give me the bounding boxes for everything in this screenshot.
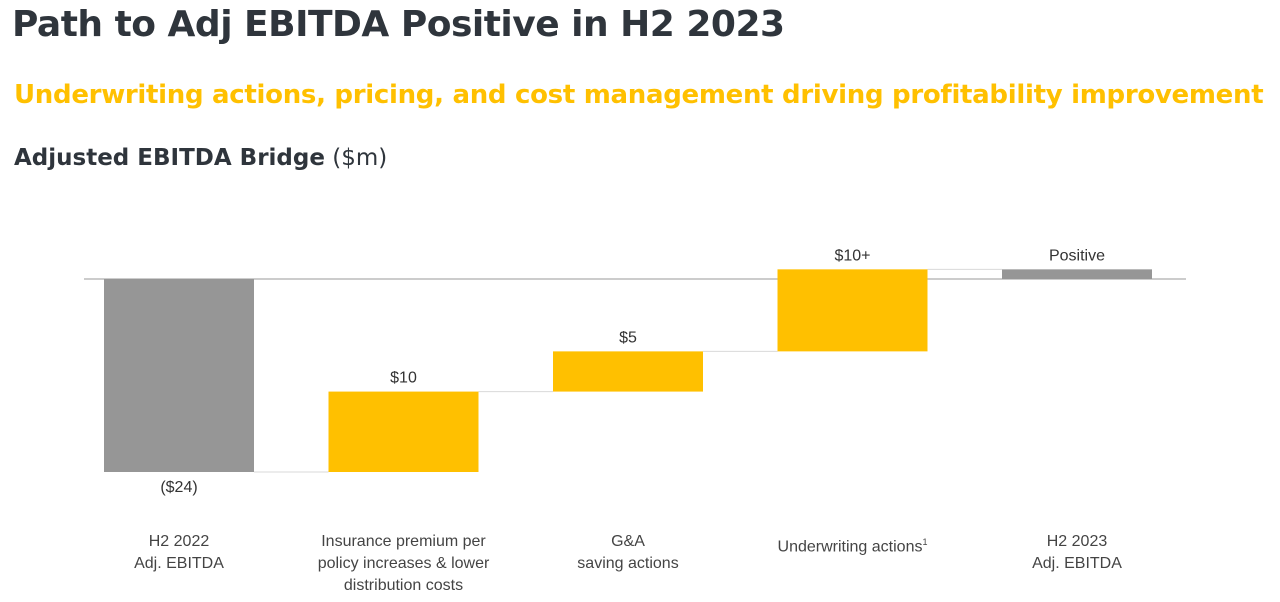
bar-value-label: Positive [1049,247,1105,264]
category-label-line: Underwriting actions [777,538,923,556]
footnote-marker: 1 [922,537,928,547]
bar-4 [1002,269,1152,279]
bar-0 [104,279,254,472]
bar-2 [553,351,703,392]
category-label-line: saving actions [577,555,679,572]
bar-value-label: $10+ [834,247,870,264]
category-label-line: Insurance premium per [321,533,486,550]
category-label-line: G&A [611,533,645,550]
page-title: Path to Adj EBITDA Positive in H2 2023 [12,4,785,45]
category-label: Insurance premium per policy increases & … [284,531,524,597]
bar-value-label: $5 [619,329,637,346]
category-label-line: Adj. EBITDA [1032,555,1122,572]
bar-3 [777,269,928,352]
chart-title: Adjusted EBITDA Bridge [14,145,325,171]
category-label: Underwriting actions1 [733,531,973,558]
category-label: H2 2022 Adj. EBITDA [59,531,299,575]
category-label-line: H2 2023 [1046,533,1108,550]
bar-value-label: $10 [390,370,417,387]
category-label-line: Adj. EBITDA [134,555,224,572]
category-label: G&A saving actions [508,531,748,575]
chart-unit: ($m) [332,145,388,171]
category-label-line: policy increases & lower [317,555,490,572]
page-subtitle: Underwriting actions, pricing, and cost … [14,80,1264,110]
category-label-line: H2 2022 [148,533,210,550]
bar-value-label: ($24) [160,479,197,496]
category-label-line: distribution costs [343,577,464,594]
bar-1 [328,391,479,472]
chart-heading: Adjusted EBITDA Bridge ($m) [14,145,387,171]
category-label: H2 2023 Adj. EBITDA [957,531,1197,575]
